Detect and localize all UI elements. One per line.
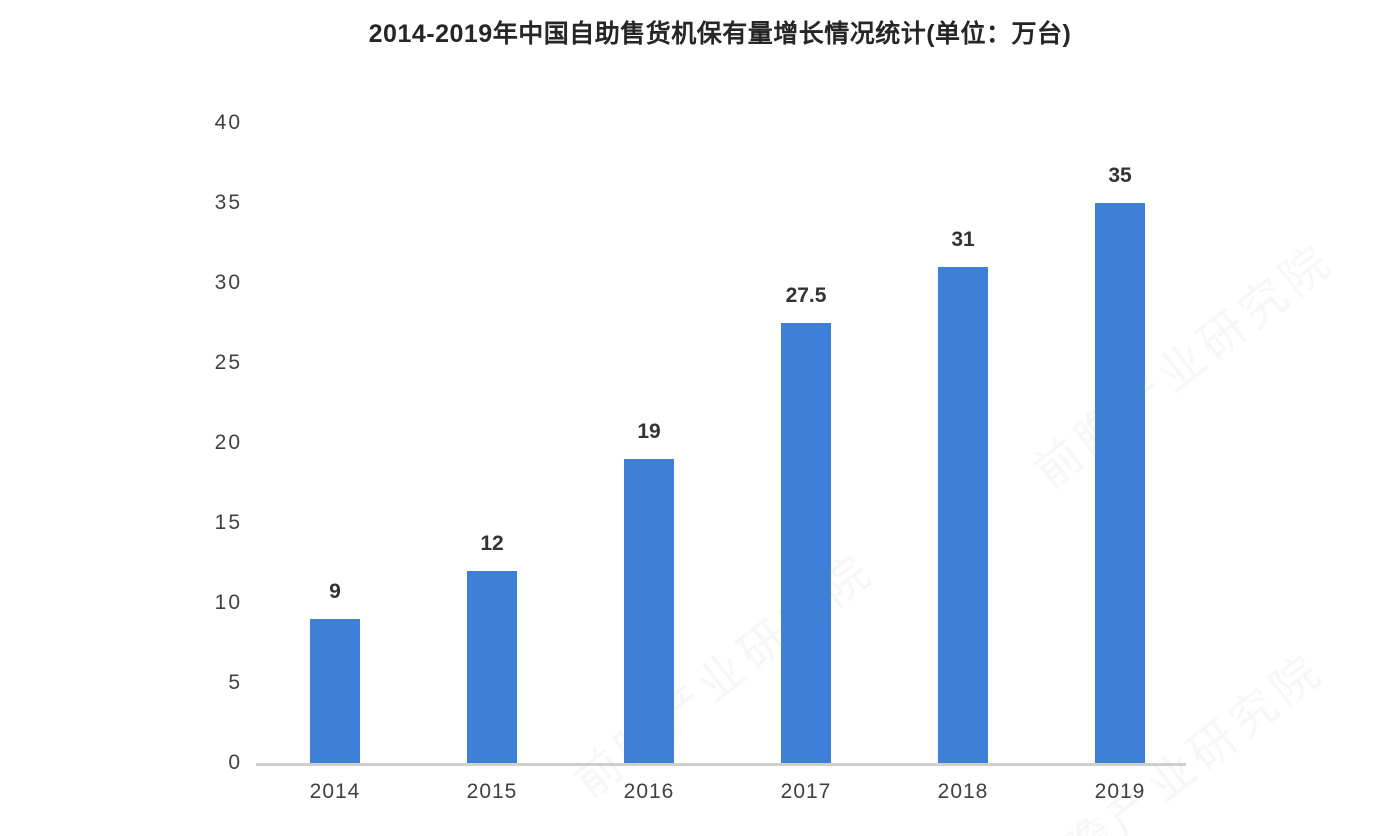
bar-value-label-2016: 19 <box>637 420 661 443</box>
bar-value-label-2018: 31 <box>951 228 975 251</box>
x-tick-label-2016: 2016 <box>623 780 675 803</box>
bar-2016 <box>624 459 674 763</box>
watermark-text-0: 前瞻产业研究院 <box>564 542 884 808</box>
watermark-text-2: 前瞻产业研究院 <box>1014 642 1334 836</box>
bar-value-label-2015: 12 <box>480 532 504 555</box>
bar-value-label-2017: 27.5 <box>785 284 827 307</box>
x-tick-label-2015: 2015 <box>466 780 518 803</box>
watermark-text-1: 前瞻产业研究院 <box>1024 232 1344 498</box>
y-tick-label-40: 40 <box>214 111 242 134</box>
y-tick-label-5: 5 <box>228 671 242 694</box>
x-tick-label-2018: 2018 <box>937 780 989 803</box>
x-axis-line <box>256 763 1186 766</box>
y-tick-label-10: 10 <box>214 591 242 614</box>
bar-2017 <box>781 323 831 763</box>
x-tick-label-2017: 2017 <box>780 780 832 803</box>
bar-2019 <box>1095 203 1145 763</box>
y-tick-label-35: 35 <box>214 191 242 214</box>
y-tick-label-25: 25 <box>214 351 242 374</box>
bar-2018 <box>938 267 988 763</box>
x-tick-label-2014: 2014 <box>309 780 361 803</box>
y-tick-label-20: 20 <box>214 431 242 454</box>
y-tick-label-30: 30 <box>214 271 242 294</box>
y-tick-label-0: 0 <box>228 751 242 774</box>
x-tick-label-2019: 2019 <box>1094 780 1146 803</box>
bar-2015 <box>467 571 517 763</box>
chart-title: 2014-2019年中国自助售货机保有量增长情况统计(单位：万台) <box>368 20 1072 48</box>
bar-value-label-2014: 9 <box>329 580 341 603</box>
bar-2014 <box>310 619 360 763</box>
bar-value-label-2019: 35 <box>1108 164 1132 187</box>
y-tick-label-15: 15 <box>214 511 242 534</box>
